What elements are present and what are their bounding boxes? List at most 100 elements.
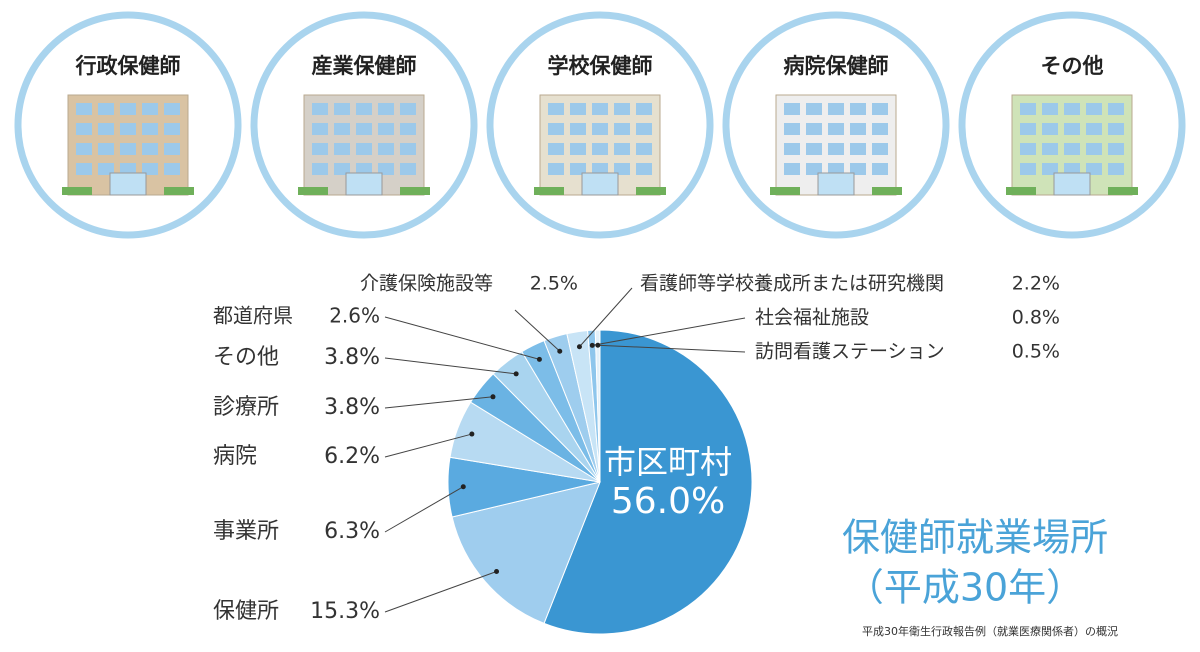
shrub bbox=[1108, 187, 1138, 195]
slice-value: 2.5% bbox=[530, 273, 578, 295]
window bbox=[142, 143, 158, 155]
window bbox=[570, 123, 586, 135]
slice-label: 看護師等学校養成所または研究機関 bbox=[640, 273, 944, 295]
slice-label: 都道府県 bbox=[213, 304, 293, 328]
slice-value: 15.3% bbox=[310, 599, 380, 624]
window bbox=[334, 123, 350, 135]
window bbox=[356, 163, 372, 175]
slice-value: 6.2% bbox=[324, 444, 380, 469]
window bbox=[312, 103, 328, 115]
entrance bbox=[581, 172, 619, 196]
leader-dot bbox=[589, 342, 595, 348]
window bbox=[1108, 163, 1124, 175]
window bbox=[120, 103, 136, 115]
window bbox=[850, 143, 866, 155]
slice-value: 0.8% bbox=[1012, 307, 1060, 329]
window bbox=[356, 123, 372, 135]
window bbox=[1020, 163, 1036, 175]
slice-value: 0.5% bbox=[1012, 341, 1060, 363]
window bbox=[120, 163, 136, 175]
window bbox=[120, 123, 136, 135]
window bbox=[1064, 143, 1080, 155]
slice-value: 3.8% bbox=[324, 395, 380, 420]
leader-dot bbox=[557, 348, 563, 354]
window bbox=[76, 163, 92, 175]
window bbox=[1086, 103, 1102, 115]
leader-dot bbox=[494, 568, 500, 574]
slice-label: 診療所 bbox=[213, 395, 279, 420]
window bbox=[1086, 163, 1102, 175]
entrance bbox=[817, 172, 855, 196]
window bbox=[142, 103, 158, 115]
window bbox=[1020, 143, 1036, 155]
window bbox=[548, 143, 564, 155]
window bbox=[614, 163, 630, 175]
shrub bbox=[400, 187, 430, 195]
window bbox=[784, 163, 800, 175]
window bbox=[872, 103, 888, 115]
window bbox=[636, 163, 652, 175]
slice-value: 3.8% bbox=[324, 345, 380, 370]
window bbox=[1020, 123, 1036, 135]
window bbox=[142, 123, 158, 135]
window bbox=[1042, 143, 1058, 155]
leader-line bbox=[384, 396, 494, 409]
window bbox=[828, 103, 844, 115]
source-note: 平成30年衛生行政報告例（就業医療関係者）の概況 bbox=[862, 624, 1118, 638]
window bbox=[378, 123, 394, 135]
window bbox=[828, 143, 844, 155]
window bbox=[636, 123, 652, 135]
badge-label: 学校保健師 bbox=[548, 54, 653, 78]
leader-line bbox=[384, 357, 517, 375]
slice-label: 保健所 bbox=[213, 599, 279, 624]
window bbox=[1108, 123, 1124, 135]
window bbox=[76, 123, 92, 135]
window bbox=[636, 103, 652, 115]
shrub bbox=[298, 187, 328, 195]
window bbox=[164, 103, 180, 115]
leader-line bbox=[592, 317, 746, 346]
window bbox=[1020, 103, 1036, 115]
window bbox=[806, 103, 822, 115]
leader-dot bbox=[469, 431, 475, 437]
window bbox=[1042, 123, 1058, 135]
badge-label: その他 bbox=[1041, 54, 1104, 78]
chart-title: 保健師就業場所 bbox=[842, 516, 1108, 560]
slice-label: その他 bbox=[213, 345, 279, 370]
window bbox=[850, 123, 866, 135]
window bbox=[784, 103, 800, 115]
window bbox=[334, 163, 350, 175]
leader-dot bbox=[460, 484, 466, 490]
window bbox=[400, 103, 416, 115]
leader-line bbox=[384, 571, 497, 613]
window bbox=[828, 163, 844, 175]
window bbox=[548, 103, 564, 115]
window bbox=[312, 123, 328, 135]
pie-slice bbox=[451, 481, 601, 624]
window bbox=[76, 143, 92, 155]
window bbox=[614, 123, 630, 135]
window bbox=[334, 143, 350, 155]
window bbox=[1064, 163, 1080, 175]
window bbox=[570, 103, 586, 115]
window bbox=[784, 143, 800, 155]
leader-line bbox=[597, 344, 746, 353]
window bbox=[872, 123, 888, 135]
window bbox=[806, 163, 822, 175]
window bbox=[164, 143, 180, 155]
slice-label: 病院 bbox=[213, 444, 257, 469]
window bbox=[400, 143, 416, 155]
window bbox=[784, 123, 800, 135]
chart-subtitle: （平成30年） bbox=[846, 566, 1084, 610]
leader-line bbox=[384, 316, 540, 360]
window bbox=[98, 143, 114, 155]
leader-dot bbox=[513, 371, 519, 377]
window bbox=[872, 163, 888, 175]
window bbox=[636, 143, 652, 155]
window bbox=[592, 143, 608, 155]
window bbox=[570, 143, 586, 155]
window bbox=[120, 143, 136, 155]
window bbox=[1086, 123, 1102, 135]
leader-line bbox=[384, 486, 464, 533]
leader-dot bbox=[490, 394, 496, 400]
